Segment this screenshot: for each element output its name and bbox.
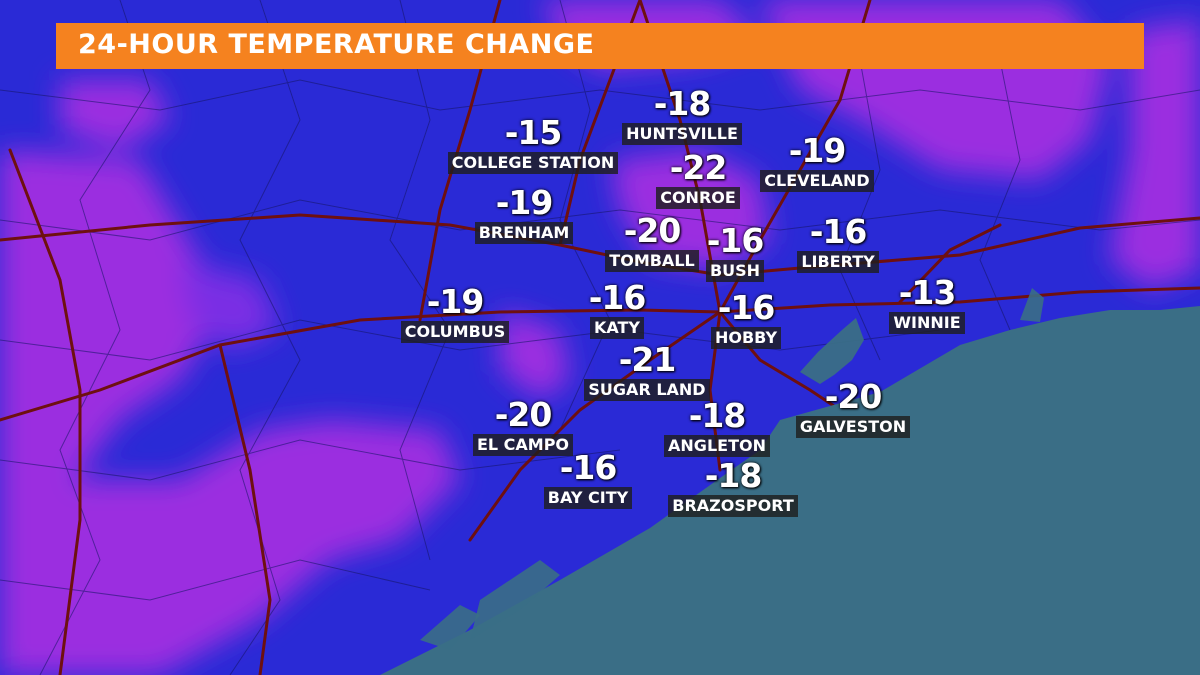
city-name: CONROE — [656, 187, 740, 209]
temperature-change-value: -20 — [824, 377, 883, 416]
city-label-huntsville: -18 HUNTSVILLE — [562, 86, 802, 145]
city-name: LIBERTY — [797, 251, 879, 273]
city-label-conroe: -22 CONROE — [578, 150, 818, 209]
temperature-change-value: -19 — [495, 183, 554, 222]
city-label-cleveland: -19 CLEVELAND — [697, 133, 937, 192]
city-name: SUGAR LAND — [584, 379, 710, 401]
city-name: GALVESTON — [795, 416, 911, 438]
city-name: BAY CITY — [543, 487, 633, 509]
city-label-bush: -16 BUSH — [615, 223, 855, 282]
temperature-change-value: -16 — [588, 278, 647, 317]
city-name: KATY — [589, 317, 645, 339]
city-name: BRENHAM — [474, 222, 574, 244]
temperature-change-value: -20 — [494, 395, 553, 434]
city-label-hobby: -16 HOBBY — [626, 290, 866, 349]
city-name: WINNIE — [889, 312, 965, 334]
city-label-winnie: -13 WINNIE — [807, 275, 1047, 334]
temperature-change-value: -16 — [717, 288, 776, 327]
temperature-change-value: -16 — [809, 212, 868, 251]
temperature-change-value: -19 — [426, 282, 485, 321]
city-name: EL CAMPO — [472, 434, 574, 456]
city-label-katy: -16 KATY — [497, 280, 737, 339]
city-name: BUSH — [705, 260, 765, 282]
temperature-change-value: -15 — [504, 113, 563, 152]
city-label-galveston: -20 GALVESTON — [733, 379, 973, 438]
city-label-columbus: -19 COLUMBUS — [335, 284, 575, 343]
city-label-el-campo: -20 EL CAMPO — [403, 397, 643, 456]
city-name: CLEVELAND — [760, 170, 874, 192]
city-label-tomball: -20 TOMBALL — [532, 213, 772, 272]
city-label-college-station: -15 COLLEGE STATION — [413, 115, 653, 174]
city-name: HOBBY — [710, 327, 782, 349]
temperature-change-value: -18 — [704, 456, 763, 495]
temperature-change-value: -21 — [618, 340, 677, 379]
temperature-change-value: -19 — [788, 131, 847, 170]
city-label-bay-city: -16 BAY CITY — [468, 450, 708, 509]
city-name: HUNTSVILLE — [622, 123, 742, 145]
city-name: BRAZOSPORT — [668, 495, 798, 517]
city-label-sugar-land: -21 SUGAR LAND — [527, 342, 767, 401]
city-label-brenham: -19 BRENHAM — [404, 185, 644, 244]
city-name: ANGLETON — [664, 435, 770, 457]
city-label-liberty: -16 LIBERTY — [718, 214, 958, 273]
temperature-change-value: -16 — [706, 221, 765, 260]
map-title: 24-HOUR TEMPERATURE CHANGE — [78, 29, 595, 60]
temperature-change-value: -13 — [898, 273, 957, 312]
city-name: COLLEGE STATION — [447, 152, 619, 174]
city-label-brazosport: -18 BRAZOSPORT — [613, 458, 853, 517]
temperature-change-value: -16 — [559, 448, 618, 487]
temperature-change-value: -22 — [669, 148, 728, 187]
temperature-change-value: -18 — [688, 396, 747, 435]
city-name: COLUMBUS — [400, 321, 510, 343]
temperature-change-value: -18 — [653, 84, 712, 123]
city-name: TOMBALL — [605, 250, 699, 272]
city-label-angleton: -18 ANGLETON — [597, 398, 837, 457]
title-banner: 24-HOUR TEMPERATURE CHANGE — [56, 23, 1144, 69]
temperature-change-value: -20 — [623, 211, 682, 250]
